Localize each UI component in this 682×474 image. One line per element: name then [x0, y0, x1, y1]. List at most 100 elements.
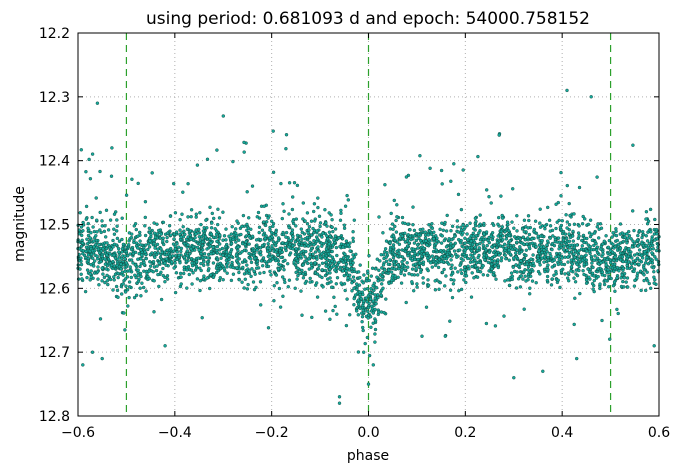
data-point — [653, 278, 657, 282]
data-point — [181, 190, 185, 194]
data-point — [136, 257, 140, 261]
data-point — [117, 239, 122, 244]
data-point — [342, 273, 346, 278]
data-point — [546, 268, 550, 272]
data-point — [86, 226, 90, 231]
data-point — [204, 218, 208, 222]
data-point — [351, 239, 355, 244]
data-point — [131, 251, 136, 256]
data-point — [643, 249, 647, 254]
data-point — [524, 248, 528, 252]
data-point — [590, 238, 595, 243]
data-point — [246, 282, 250, 287]
data-point — [259, 253, 263, 257]
data-point — [152, 221, 156, 225]
data-point — [156, 272, 160, 277]
data-point — [358, 306, 362, 311]
data-point — [360, 315, 365, 319]
data-point — [297, 240, 302, 244]
data-point — [318, 221, 323, 225]
data-point — [545, 243, 549, 247]
data-point — [215, 222, 220, 227]
data-point — [516, 277, 521, 281]
data-point — [397, 242, 402, 247]
data-point — [419, 270, 423, 274]
data-point — [590, 261, 594, 265]
data-point — [568, 246, 572, 250]
data-point — [94, 238, 99, 243]
data-point — [409, 237, 413, 242]
data-point — [561, 229, 566, 234]
data-point — [120, 270, 125, 274]
data-point — [512, 256, 516, 260]
data-point — [651, 247, 655, 251]
data-point — [143, 233, 148, 238]
data-point — [601, 252, 605, 256]
data-point — [168, 214, 173, 218]
data-point — [202, 260, 206, 264]
data-point — [115, 224, 119, 228]
data-point — [165, 274, 170, 278]
data-point — [471, 234, 476, 238]
data-point — [152, 310, 156, 314]
data-point — [411, 205, 415, 209]
data-point — [111, 288, 115, 292]
data-point — [243, 277, 248, 281]
data-point — [560, 262, 564, 266]
data-point — [511, 187, 515, 191]
data-point — [357, 290, 362, 294]
data-point — [644, 276, 649, 281]
y-tick-label: 12.7 — [39, 345, 70, 361]
data-point — [351, 275, 356, 279]
data-point — [234, 240, 238, 244]
data-point — [245, 222, 249, 227]
data-point — [240, 241, 245, 246]
data-point — [432, 230, 436, 235]
data-point — [649, 230, 653, 234]
data-point — [369, 325, 373, 329]
data-point — [218, 266, 223, 271]
data-point — [650, 258, 654, 262]
data-point — [412, 241, 417, 245]
data-point — [91, 264, 96, 268]
data-point — [537, 249, 541, 253]
data-point — [434, 248, 438, 252]
data-point — [268, 269, 272, 274]
data-point — [613, 244, 617, 249]
data-point — [175, 250, 179, 254]
data-point — [111, 238, 115, 243]
data-point — [597, 236, 601, 240]
data-point — [345, 256, 350, 260]
data-point — [126, 242, 131, 247]
data-point — [448, 245, 453, 250]
data-point — [274, 230, 278, 234]
data-point — [567, 232, 571, 236]
data-point — [218, 233, 222, 237]
data-point — [421, 227, 425, 231]
data-point — [585, 236, 589, 241]
data-point — [139, 253, 144, 257]
data-point — [96, 277, 100, 281]
data-point — [421, 276, 425, 280]
data-point — [554, 269, 558, 274]
data-point — [350, 257, 355, 261]
data-point — [560, 256, 564, 260]
data-point — [295, 183, 300, 188]
data-point — [157, 261, 161, 265]
data-point — [430, 221, 434, 226]
data-point — [537, 243, 542, 247]
data-point — [335, 263, 340, 267]
data-point — [520, 227, 525, 231]
data-point — [515, 213, 519, 218]
x-tick-label: −0.4 — [158, 425, 192, 441]
data-point — [575, 262, 579, 266]
data-point — [434, 255, 439, 260]
data-point — [417, 236, 421, 241]
data-point — [371, 299, 375, 303]
data-point — [565, 226, 569, 230]
data-point — [523, 274, 527, 278]
data-point — [217, 216, 222, 220]
data-point — [139, 248, 143, 252]
data-point — [323, 207, 327, 212]
data-point — [213, 227, 217, 231]
